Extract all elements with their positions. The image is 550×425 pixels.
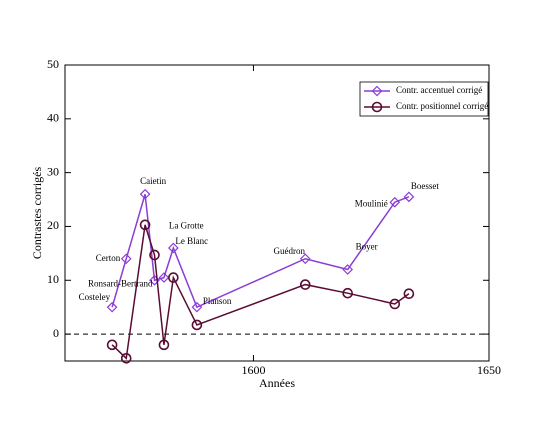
legend-label: Contr. accentuel corrigé [396,85,482,95]
data-point [299,253,311,265]
data-point [158,339,170,351]
data-point [120,353,132,364]
y-tick-label: 10 [47,272,59,286]
series-line [111,193,410,309]
data-point [106,301,118,313]
data-point [168,272,179,283]
y-tick-label: 30 [47,164,59,178]
data-point [342,287,353,299]
point-label: Boyer [356,242,378,252]
data-point [158,272,170,283]
point-label: Caietin [140,176,166,186]
point-label: Moulinié [355,198,388,208]
point-label: Guédron [274,246,306,256]
x-axis-label: Années [259,376,295,390]
legend-label: Contr. positionnel corrigé [396,101,488,111]
y-tick-label: 40 [47,111,59,125]
x-tick-label: 1600 [241,363,265,377]
y-tick-label: 0 [53,326,59,340]
point-label: Planson [203,296,232,306]
point-label: Le Blanc [175,236,208,246]
y-tick-label: 20 [47,218,59,232]
data-point [389,298,401,310]
data-point [191,301,203,313]
data-point [389,196,401,208]
point-label: Costeley [79,292,111,302]
y-axis-label: Contrastes corrigés [30,167,44,260]
plot-frame [64,64,490,362]
x-tick-label: 1650 [477,363,501,377]
point-label: Ronsard-Bertrand [88,278,153,288]
legend-box [359,81,489,117]
y-tick-label: 50 [47,57,59,71]
data-point [120,253,132,265]
data-point [403,288,415,300]
data-point [139,219,151,231]
data-point [139,188,151,200]
legend-marker [371,101,383,113]
data-point [299,279,311,290]
data-point [106,339,118,351]
point-label: La Grotte [169,221,204,231]
data-point [403,191,415,203]
data-point [168,242,179,254]
series-line [111,224,410,360]
point-label: Certon [96,253,121,263]
legend-marker [371,85,383,97]
data-point [191,319,203,331]
point-label: Boesset [411,181,439,191]
data-point [149,249,160,261]
data-point [342,264,354,275]
